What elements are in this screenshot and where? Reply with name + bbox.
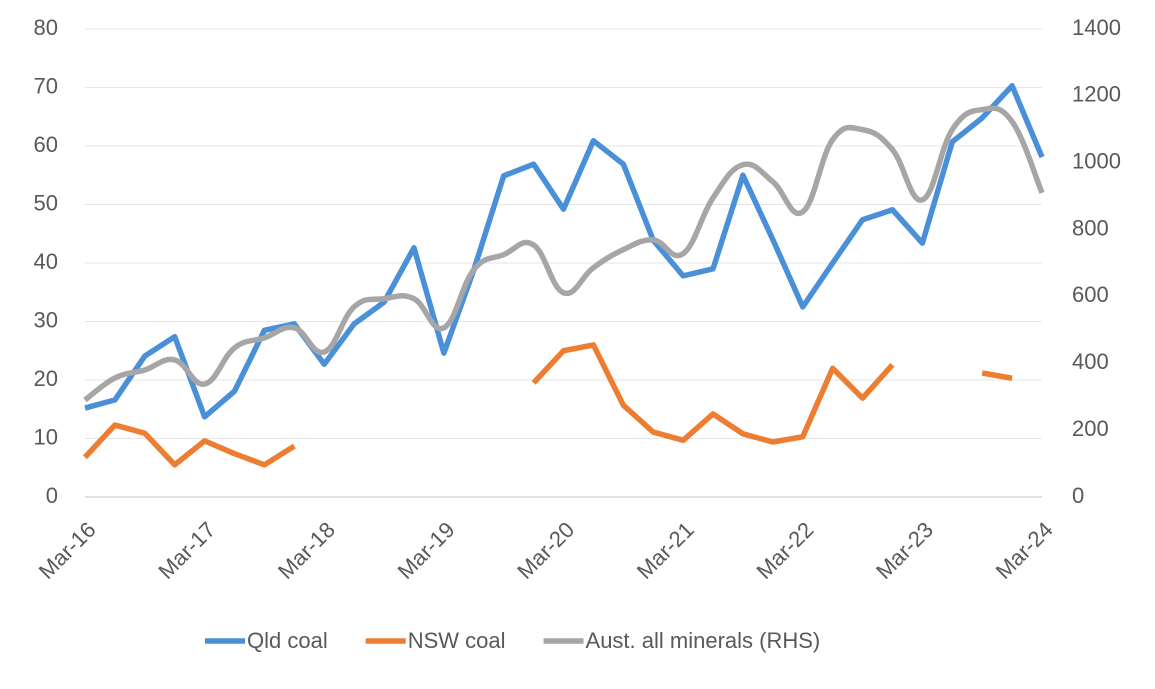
y-tick-label: 30 (34, 307, 58, 332)
x-tick-label: Mar-20 (512, 517, 579, 584)
x-tick-label: Mar-21 (632, 517, 699, 584)
legend-label: Aust. all minerals (RHS) (586, 628, 821, 653)
line-series (83, 105, 1045, 403)
legend-label: NSW coal (408, 628, 506, 653)
x-tick-label: Mar-19 (393, 517, 460, 584)
y-tick-label: 40 (34, 249, 58, 274)
line-series (82, 342, 1013, 468)
x-tick-label: Mar-16 (34, 517, 101, 584)
y2-tick-label: 600 (1072, 282, 1109, 307)
y-tick-label: 20 (34, 366, 58, 391)
y-tick-label: 10 (34, 424, 58, 449)
y2-tick-label: 200 (1072, 416, 1109, 441)
y2-tick-label: 1000 (1072, 149, 1121, 174)
y-tick-label: 60 (34, 132, 58, 157)
y2-tick-label: 1200 (1072, 82, 1121, 107)
x-tick-label: Mar-23 (871, 517, 938, 584)
y2-tick-label: 1400 (1072, 15, 1121, 40)
legend-label: Qld coal (247, 628, 328, 653)
y-tick-label: 0 (46, 483, 58, 508)
y-tick-label: 50 (34, 190, 58, 215)
y2-tick-label: 0 (1072, 483, 1084, 508)
x-tick-label: Mar-22 (751, 517, 818, 584)
y2-tick-label: 800 (1072, 215, 1109, 240)
y-tick-label: 80 (34, 15, 58, 40)
x-tick-label: Mar-17 (153, 517, 220, 584)
line-series (84, 82, 1045, 420)
y2-tick-label: 400 (1072, 349, 1109, 374)
y-tick-label: 70 (34, 73, 58, 98)
x-tick-label: Mar-24 (991, 517, 1058, 584)
x-tick-label: Mar-18 (273, 517, 340, 584)
